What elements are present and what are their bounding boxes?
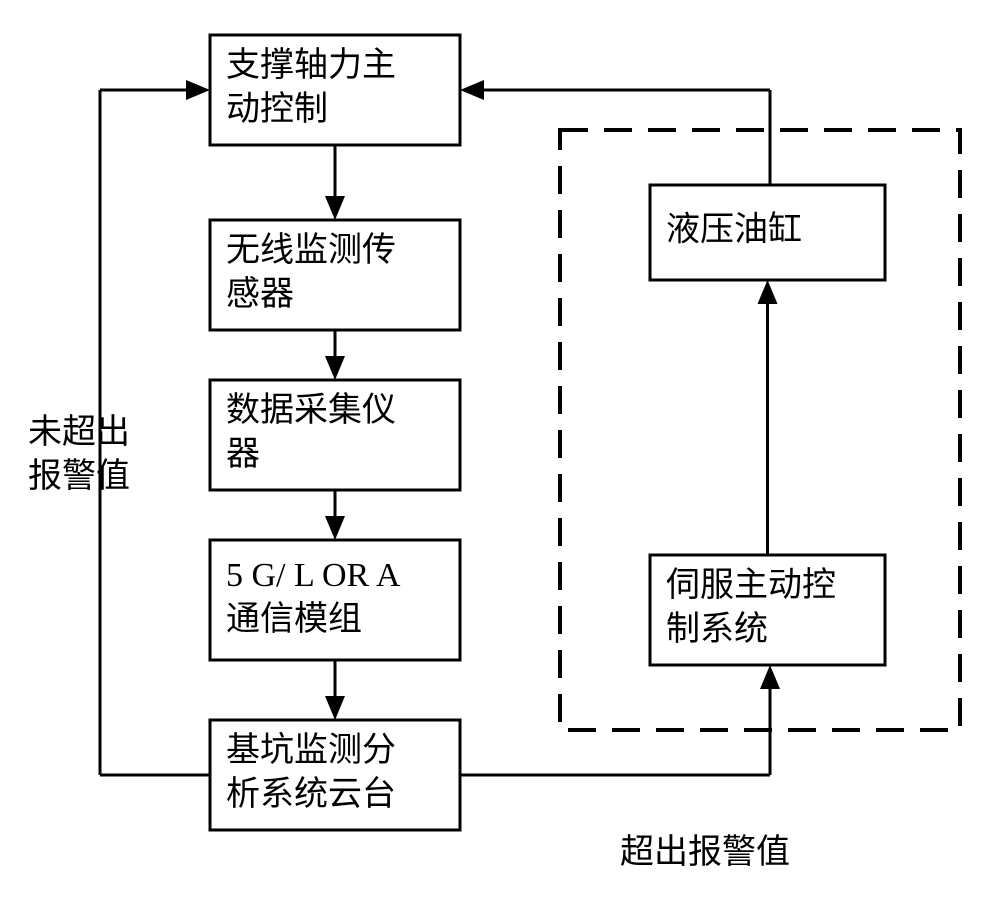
flowchart-canvas: 支撑轴力主动控制无线监测传感器数据采集仪器 5 G/ L OR A 通信模组基坑监测… xyxy=(0,0,1000,923)
node-n7-label: 伺服主动控 xyxy=(666,566,836,604)
node-n2-label: 感器 xyxy=(226,275,294,313)
node-n2-label: 无线监测传 xyxy=(226,231,396,269)
edge-label: 报警值 xyxy=(28,457,130,495)
arrowhead xyxy=(186,80,210,100)
node-n3-label: 数据采集仪 xyxy=(226,391,396,429)
arrowhead xyxy=(760,665,780,689)
arrowhead xyxy=(325,696,345,720)
node-n6-label: 液压油缸 xyxy=(666,210,802,248)
node-n4-label: 通信模组 xyxy=(226,600,362,638)
node-n3-label: 器 xyxy=(226,436,260,473)
node-n1-label: 动控制 xyxy=(226,90,328,128)
arrowhead xyxy=(460,80,484,100)
arrowhead xyxy=(325,356,345,380)
node-n5-label: 基坑监测分 xyxy=(226,731,396,769)
node-n5-label: 析系统云台 xyxy=(226,775,396,813)
edge-label: 超出报警值 xyxy=(620,833,790,871)
node-n4-label: 5 G/ L OR A xyxy=(226,557,401,594)
node-n1-label: 支撑轴力主 xyxy=(226,46,396,84)
edge-label: 未超出 xyxy=(28,413,130,451)
arrowhead xyxy=(325,516,345,540)
node-n7-label: 制系统 xyxy=(666,610,768,648)
arrowhead xyxy=(325,196,345,220)
